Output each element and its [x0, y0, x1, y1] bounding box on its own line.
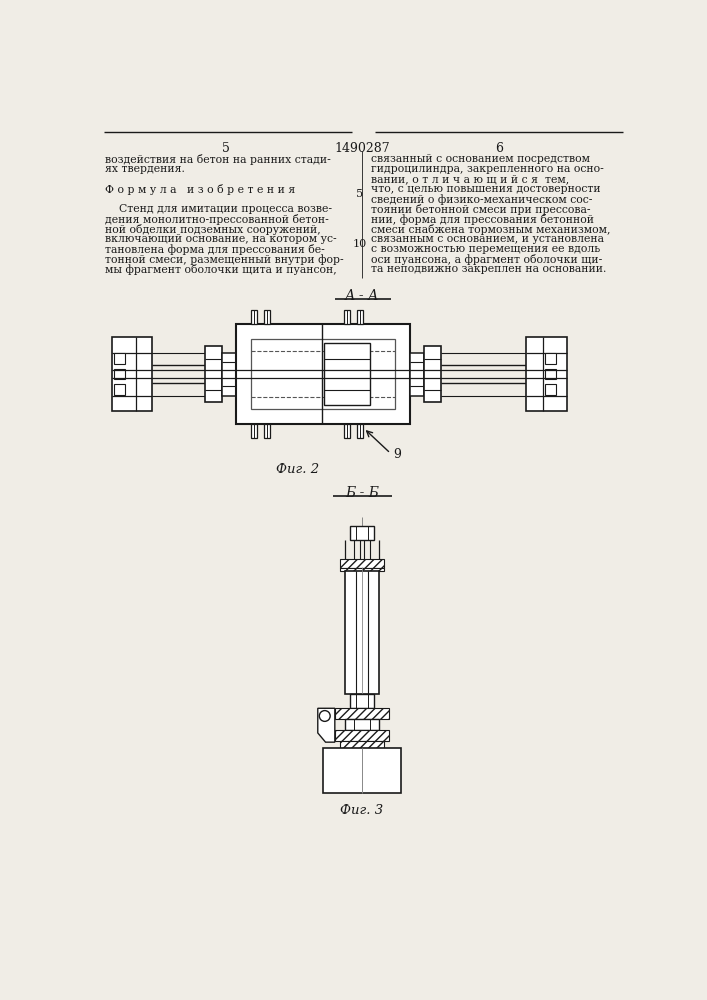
Bar: [335, 708, 389, 719]
Bar: [545, 369, 556, 379]
Text: Ф о р м у л а   и з о б р е т е н и я: Ф о р м у л а и з о б р е т е н и я: [105, 184, 296, 195]
Text: связанный с основанием посредством: связанный с основанием посредством: [371, 154, 590, 164]
Bar: [264, 310, 270, 324]
Text: что, с целью повышения достоверности: что, с целью повышения достоверности: [371, 184, 601, 194]
Bar: [251, 310, 257, 324]
Text: ной обделки подземных сооружений,: ной обделки подземных сооружений,: [105, 224, 321, 235]
Text: дения монолитно-прессованной бетон-: дения монолитно-прессованной бетон-: [105, 214, 329, 225]
Bar: [356, 310, 363, 324]
Text: смеси снабжена тормозным механизмом,: смеси снабжена тормозным механизмом,: [371, 224, 611, 235]
Bar: [324, 343, 370, 405]
Text: мы фрагмент оболочки щита и пуансон,: мы фрагмент оболочки щита и пуансон,: [105, 264, 337, 275]
Bar: [335, 730, 389, 741]
Text: 1490287: 1490287: [334, 142, 390, 155]
Text: с возможностью перемещения ее вдоль: с возможностью перемещения ее вдоль: [371, 244, 600, 254]
Bar: [526, 337, 566, 411]
Bar: [204, 346, 222, 402]
Text: 10: 10: [353, 239, 367, 249]
Bar: [340, 568, 384, 571]
Text: Фиг. 3: Фиг. 3: [340, 804, 383, 817]
Text: оси пуансона, а фрагмент оболочки щи-: оси пуансона, а фрагмент оболочки щи-: [371, 254, 602, 265]
Bar: [340, 741, 384, 748]
Text: тоянии бетонной смеси при прессова-: тоянии бетонной смеси при прессова-: [371, 204, 591, 215]
Bar: [114, 369, 125, 379]
Bar: [114, 384, 125, 395]
Bar: [349, 526, 374, 540]
Text: тановлена форма для прессования бе-: тановлена форма для прессования бе-: [105, 244, 325, 255]
Bar: [323, 748, 401, 793]
Bar: [235, 324, 410, 424]
Text: А - А: А - А: [345, 289, 379, 303]
Bar: [545, 384, 556, 395]
Polygon shape: [317, 708, 335, 742]
Bar: [424, 346, 441, 402]
Bar: [114, 353, 125, 364]
Text: Б - Б: Б - Б: [345, 486, 379, 500]
Text: тонной смеси, размещенный внутри фор-: тонной смеси, размещенный внутри фор-: [105, 254, 344, 265]
Text: включающий основание, на котором ус-: включающий основание, на котором ус-: [105, 234, 337, 244]
Text: ях твердения.: ях твердения.: [105, 164, 185, 174]
Text: 5: 5: [221, 142, 230, 155]
Bar: [112, 337, 152, 411]
Bar: [222, 353, 235, 396]
Text: нии, форма для прессования бетонной: нии, форма для прессования бетонной: [371, 214, 595, 225]
Bar: [349, 694, 374, 708]
Text: та неподвижно закреплен на основании.: та неподвижно закреплен на основании.: [371, 264, 607, 274]
Bar: [345, 719, 379, 730]
Bar: [251, 339, 395, 409]
Text: 6: 6: [495, 142, 503, 155]
Bar: [340, 559, 384, 568]
Bar: [344, 310, 351, 324]
Bar: [251, 424, 257, 438]
Circle shape: [320, 711, 330, 721]
Bar: [545, 353, 556, 364]
Text: связанным с основанием, и установлена: связанным с основанием, и установлена: [371, 234, 604, 244]
Bar: [356, 424, 363, 438]
Bar: [344, 424, 351, 438]
Text: вании, о т л и ч а ю щ и й с я  тем,: вании, о т л и ч а ю щ и й с я тем,: [371, 174, 570, 184]
Text: сведений о физико-механическом сос-: сведений о физико-механическом сос-: [371, 194, 592, 205]
Text: гидроцилиндра, закрепленного на осно-: гидроцилиндра, закрепленного на осно-: [371, 164, 604, 174]
Bar: [264, 424, 270, 438]
Bar: [345, 571, 379, 694]
Text: 5: 5: [356, 189, 363, 199]
Bar: [410, 353, 424, 396]
Text: воздействия на бетон на ранних стади-: воздействия на бетон на ранних стади-: [105, 154, 331, 165]
Text: 9: 9: [394, 448, 402, 461]
Text: Фиг. 2: Фиг. 2: [276, 463, 319, 476]
Text: Стенд для имитации процесса возве-: Стенд для имитации процесса возве-: [105, 204, 332, 214]
